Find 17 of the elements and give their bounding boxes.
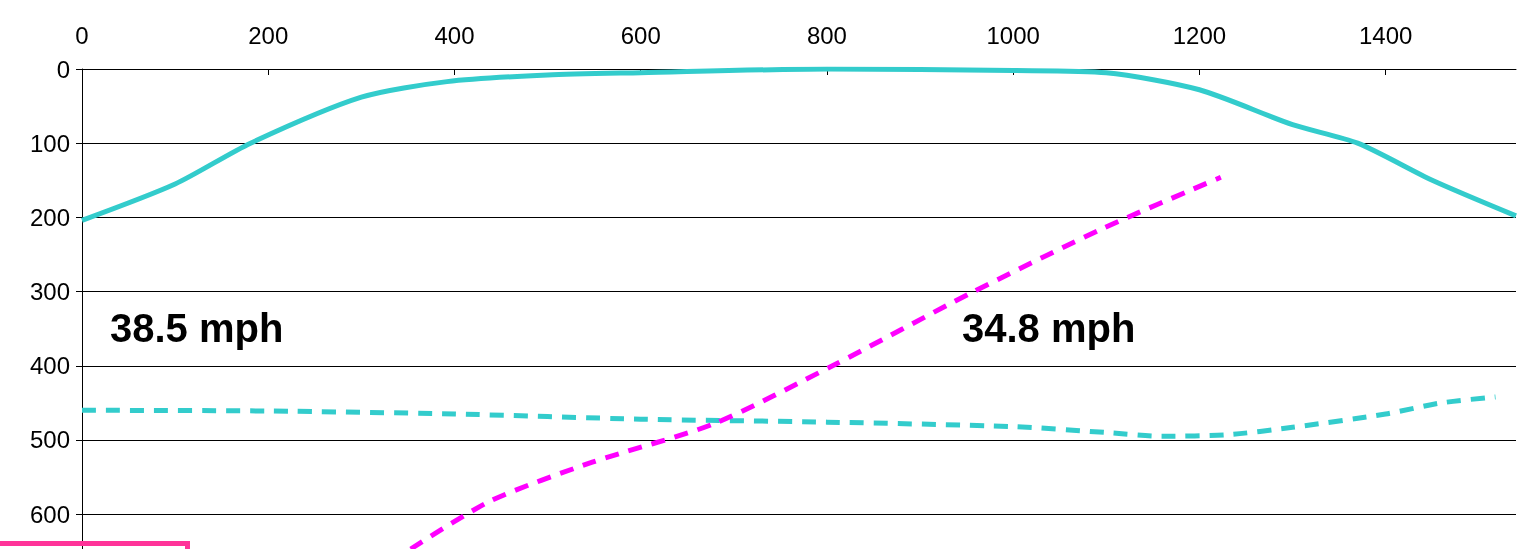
y-tick-label: 200 — [29, 203, 70, 231]
x-tick-label: 200 — [248, 21, 289, 49]
x-tick-label: 1000 — [986, 21, 1040, 49]
x-tick-label: 0 — [75, 21, 89, 49]
annotation: 34.8 mph — [962, 306, 1136, 350]
x-tick-label: 1200 — [1172, 21, 1227, 49]
y-tick-label: 100 — [29, 129, 70, 157]
y-tick-label: 400 — [29, 352, 70, 380]
x-tick-label: 800 — [806, 21, 847, 49]
annotation: 38.5 mph — [110, 306, 284, 350]
y-tick-label: 500 — [29, 426, 70, 454]
x-tick-label: 400 — [434, 21, 475, 49]
y-tick-label: 300 — [29, 278, 70, 306]
x-tick-label: 600 — [620, 21, 661, 49]
y-tick-label: 600 — [29, 500, 70, 528]
y-tick-label: 0 — [56, 55, 70, 83]
x-tick-label: 1400 — [1358, 21, 1413, 49]
